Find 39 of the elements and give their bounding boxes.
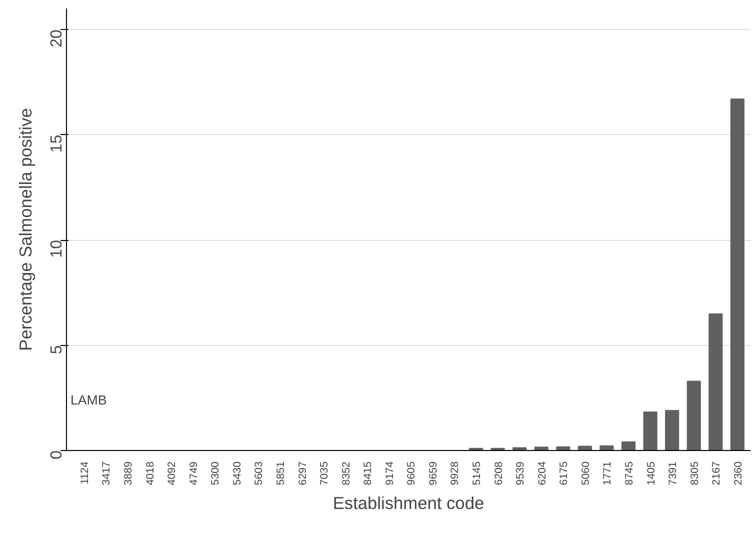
y-tick-label: 20	[48, 29, 66, 48]
x-tick-label: 5060	[580, 461, 592, 486]
annotation: LAMB	[70, 392, 107, 408]
x-tick-label: 4749	[188, 461, 200, 486]
x-tick-label: 5145	[471, 461, 484, 486]
x-tick-label: 9539	[514, 461, 527, 486]
y-axis-title: Percentage Salmonella positive	[16, 108, 36, 351]
x-tick-label: 8745	[624, 461, 636, 486]
x-tick-label: 1124	[78, 461, 91, 484]
x-tick-label: 6208	[492, 461, 505, 486]
x-axis-title: Establishment code	[332, 493, 484, 514]
x-tick-label: 5851	[274, 461, 287, 486]
x-tick-label: 2167	[710, 461, 723, 486]
y-tick-label: 15	[48, 134, 66, 153]
x-tick-label: 3889	[122, 461, 134, 486]
x-tick-label: 6204	[536, 461, 548, 486]
x-tick-label: 8415	[362, 461, 374, 486]
x-tick-label: 5603	[253, 461, 266, 486]
x-tick-label: 9928	[449, 461, 462, 486]
x-tick-label: 9659	[427, 461, 440, 486]
x-tick-label: 3417	[100, 461, 113, 486]
x-tick-label: 1405	[645, 461, 658, 486]
x-tick-label: 4092	[166, 461, 178, 486]
x-tick-label: 5430	[231, 461, 244, 486]
x-tick-label: 6297	[296, 461, 309, 486]
y-tick-label: 0	[48, 450, 66, 460]
x-tick-label: 9605	[406, 461, 418, 486]
y-tick-label: 5	[48, 345, 66, 354]
x-tick-label: 7391	[667, 461, 680, 486]
x-tick-label: 8352	[340, 461, 352, 486]
x-tick-label: 5300	[210, 461, 222, 486]
x-tick-label: 4018	[144, 461, 156, 486]
x-tick-label: 8305	[688, 461, 701, 486]
x-tick-label: 2360	[732, 461, 744, 486]
y-tick-label: 10	[48, 240, 66, 258]
x-tick-label: 1771	[602, 461, 614, 486]
x-tick-label: 9174	[384, 461, 396, 486]
x-tick-label: 6175	[558, 461, 570, 486]
x-tick-label: 7035	[318, 461, 331, 486]
